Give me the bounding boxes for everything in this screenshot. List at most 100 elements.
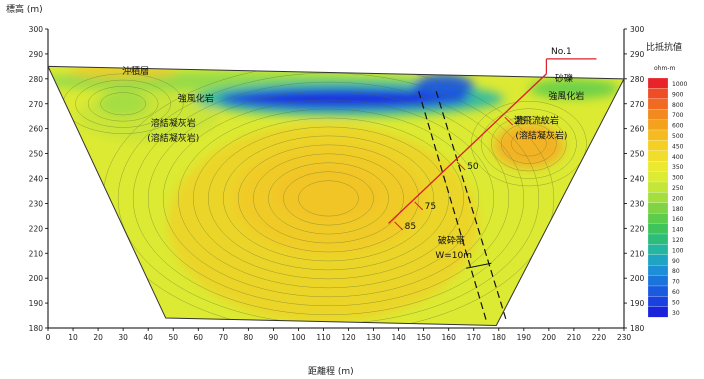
x-tick-label: 20	[93, 333, 103, 342]
x-tick-label: 50	[168, 333, 178, 342]
colorbar-title: 比抵抗値	[646, 41, 682, 53]
x-tick-label: 30	[118, 333, 128, 342]
y-tick-label-right: 300	[630, 25, 645, 34]
colorbar-swatch	[647, 119, 669, 131]
colorbar-tick-label: 1000	[672, 81, 687, 88]
geology-label: 破砕帯	[438, 234, 465, 246]
y-tick-label-right: 210	[630, 249, 645, 258]
borehole-depth-label: 25	[515, 117, 526, 127]
x-tick-label: 100	[291, 333, 306, 342]
colorbar-swatch	[647, 150, 669, 162]
borehole-no1: 25 50 75 85	[388, 58, 597, 232]
geology-label: 溶結凝灰岩	[151, 117, 196, 129]
x-tick-label: 230	[617, 333, 632, 342]
y-tick-label-right: 230	[630, 199, 645, 208]
x-tick-label: 60	[193, 333, 203, 342]
contour-line	[501, 123, 557, 164]
colorbar-tick-label: 140	[672, 227, 684, 234]
contour-line	[481, 108, 577, 179]
y-tick-label-right: 290	[630, 50, 645, 59]
colorbar-swatch	[647, 202, 669, 214]
y-tick-label: 260	[29, 125, 44, 134]
y-tick-label: 230	[29, 199, 44, 208]
colorbar-tick-label: 90	[672, 258, 680, 265]
contour-line	[470, 101, 587, 187]
y-tick-label: 280	[29, 75, 44, 84]
x-tick-label: 150	[416, 333, 431, 342]
x-tick-label: 10	[68, 333, 78, 342]
x-tick-label: 170	[467, 333, 482, 342]
colorbar-swatch	[647, 98, 669, 110]
y-tick-label-right: 240	[630, 175, 645, 184]
x-tick-label: 160	[442, 333, 457, 342]
colorbar-tick-label: 60	[672, 289, 680, 296]
y-tick-label-right: 180	[630, 324, 645, 333]
contour-line	[223, 135, 434, 262]
contour-line	[491, 115, 567, 172]
x-tick-label: 130	[366, 333, 381, 342]
fault-line	[435, 91, 507, 321]
geology-label: 強風化岩	[548, 90, 584, 102]
y-tick-label-right: 280	[630, 75, 645, 84]
borehole-depth-tick	[394, 221, 403, 231]
y-tick-label: 180	[29, 324, 44, 333]
y-tick-label-right: 220	[630, 224, 645, 233]
x-tick-label: 70	[219, 333, 229, 342]
contour-line	[162, 99, 495, 298]
colorbar-tick-label: 300	[672, 175, 684, 182]
x-tick-label: 120	[341, 333, 356, 342]
contour-line	[253, 153, 404, 244]
contour-line	[208, 126, 449, 271]
colorbar-tick-label: 250	[672, 185, 684, 192]
colorbar-tick-label: 120	[672, 237, 684, 244]
contour-line	[283, 171, 374, 226]
x-tick-label: 0	[46, 333, 51, 342]
borehole-depth-label: 75	[425, 202, 436, 212]
x-tick-label: 80	[244, 333, 254, 342]
colorbar-tick-label: 160	[672, 216, 684, 223]
y-tick-label: 250	[29, 150, 44, 159]
colorbar-tick-label: 900	[672, 91, 684, 98]
y-axis-label: 標高 (m)	[6, 3, 43, 15]
colorbar-swatch	[647, 129, 669, 141]
colorbar-tick-label: 800	[672, 102, 684, 109]
colorbar-swatch	[647, 265, 669, 276]
colorbar-tick-label: 350	[672, 164, 684, 171]
contour-line	[100, 92, 146, 116]
borehole-line	[388, 73, 547, 224]
contour-line	[75, 79, 171, 128]
y-tick-label-right: 270	[630, 100, 645, 109]
colorbar-swatch	[647, 88, 669, 99]
geology-label: No.1	[551, 47, 572, 57]
colorbar-swatch	[647, 181, 669, 193]
colorbar-swatch	[647, 192, 669, 203]
contour-line	[177, 108, 479, 289]
geology-label: (溶結凝灰岩)	[147, 132, 199, 144]
colorbar-swatch	[647, 296, 669, 307]
y-ticks: 180 180 190 190 200 200 210 210 220 220 230 230 240 2…	[29, 25, 645, 333]
x-tick-label: 40	[143, 333, 153, 342]
colorbar-tick-label: 500	[672, 133, 684, 140]
resistivity-contours	[62, 66, 587, 326]
y-tick-label: 300	[29, 25, 44, 34]
colorbar-swatch	[647, 244, 669, 255]
colorbar-tick-label: 180	[672, 206, 684, 213]
y-tick-label-right: 190	[630, 299, 645, 308]
y-tick-label-right: 200	[630, 274, 645, 283]
contour-line	[87, 86, 159, 122]
y-tick-label: 200	[29, 274, 44, 283]
y-tick-label-right: 260	[630, 125, 645, 134]
colorbar-tick-label: 70	[672, 279, 680, 286]
y-tick-label: 220	[29, 224, 44, 233]
colorbar-tick-label: 80	[672, 268, 680, 275]
borehole-depth-tick	[414, 201, 423, 211]
borehole-depth-label: 50	[467, 162, 479, 172]
colorbar-swatch	[647, 233, 669, 245]
y-tick-label: 240	[29, 175, 44, 184]
y-tick-label: 270	[29, 100, 44, 109]
x-tick-label: 110	[316, 333, 331, 342]
surface-green-band-right	[528, 78, 619, 99]
mid-resistivity-zone-left-small	[98, 91, 149, 117]
